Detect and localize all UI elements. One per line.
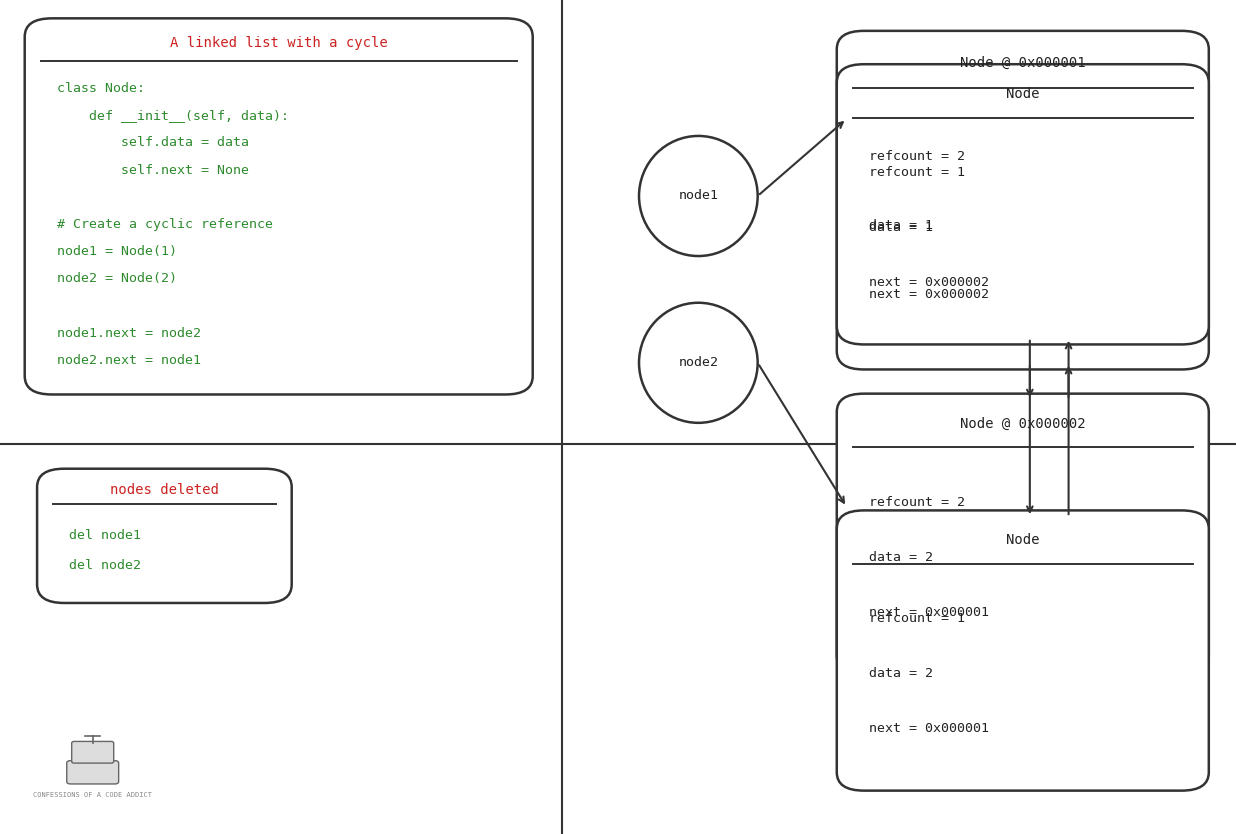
Text: # Create a cyclic reference: # Create a cyclic reference [57,218,273,231]
Text: node2.next = node1: node2.next = node1 [57,354,201,367]
Text: node1: node1 [679,189,718,203]
Text: class Node:: class Node: [57,82,145,95]
Text: refcount = 1: refcount = 1 [869,166,965,179]
FancyBboxPatch shape [72,741,114,763]
Text: self.data = data: self.data = data [57,137,248,149]
Ellipse shape [639,136,758,256]
FancyBboxPatch shape [837,64,1209,344]
Text: data = 1: data = 1 [869,221,933,234]
Text: Node @ 0x000002: Node @ 0x000002 [960,417,1085,430]
Text: refcount = 2: refcount = 2 [869,495,965,509]
Text: node2: node2 [679,356,718,369]
FancyBboxPatch shape [837,31,1209,369]
Text: Node @ 0x000001: Node @ 0x000001 [960,56,1085,70]
Text: data = 2: data = 2 [869,667,933,681]
Text: next = 0x000002: next = 0x000002 [869,288,989,300]
Text: nodes deleted: nodes deleted [110,483,219,497]
Text: self.next = None: self.next = None [57,163,248,177]
Text: Node: Node [1006,88,1039,101]
Text: del node1: del node1 [69,529,141,541]
Text: def __init__(self, data):: def __init__(self, data): [57,109,289,123]
FancyBboxPatch shape [67,761,119,784]
Text: data = 1: data = 1 [869,219,933,232]
Text: next = 0x000002: next = 0x000002 [869,276,989,289]
FancyBboxPatch shape [37,469,292,603]
FancyBboxPatch shape [25,18,533,394]
Text: node2 = Node(2): node2 = Node(2) [57,273,177,285]
Text: node1 = Node(1): node1 = Node(1) [57,245,177,259]
Text: node1.next = node2: node1.next = node2 [57,327,201,340]
Text: next = 0x000001: next = 0x000001 [869,722,989,736]
Text: next = 0x000001: next = 0x000001 [869,605,989,619]
Text: refcount = 2: refcount = 2 [869,150,965,163]
Text: A linked list with a cycle: A linked list with a cycle [169,36,388,50]
Ellipse shape [639,303,758,423]
Text: refcount = 1: refcount = 1 [869,612,965,626]
Text: CONFESSIONS OF A CODE ADDICT: CONFESSIONS OF A CODE ADDICT [33,792,152,798]
FancyBboxPatch shape [837,394,1209,674]
FancyBboxPatch shape [837,510,1209,791]
Text: data = 2: data = 2 [869,550,933,564]
Text: Node: Node [1006,534,1039,547]
Text: del node2: del node2 [69,559,141,572]
